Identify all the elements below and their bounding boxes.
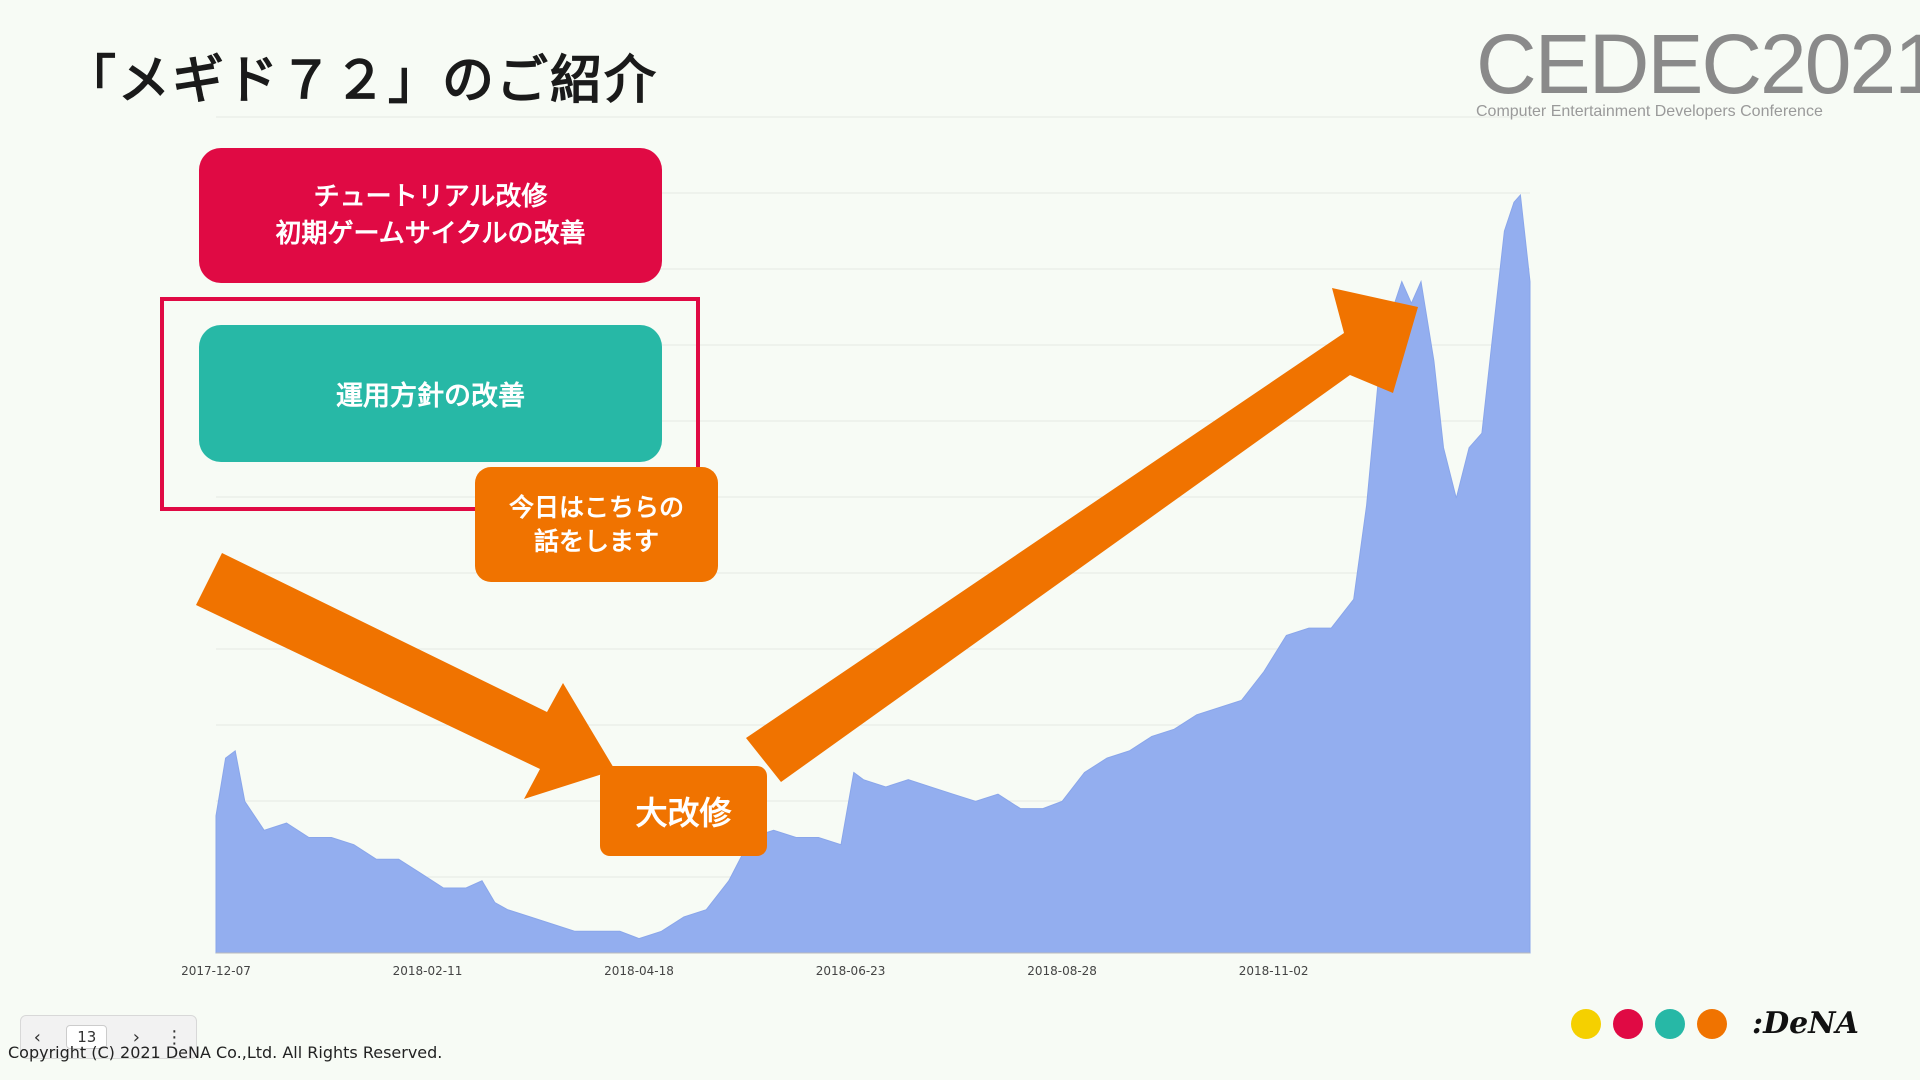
tutorial-improvement-box: チュートリアル改修 初期ゲームサイクルの改善 xyxy=(199,148,662,283)
today-topic-callout: 今日はこちらの 話をします xyxy=(475,467,718,582)
x-axis-ticks: 2017-12-07 2018-02-11 2018-04-18 2018-06-23… xyxy=(181,964,1308,978)
red-box-line2: 初期ゲームサイクルの改善 xyxy=(275,218,586,249)
cedec-logo: CEDEC2021 xyxy=(1476,17,1920,111)
x-tick-label: 2018-06-23 xyxy=(816,964,886,978)
brand-dot-orange xyxy=(1697,1009,1727,1039)
brand-dot-red xyxy=(1613,1009,1643,1039)
cedec-logo-subtitle: Computer Entertainment Developers Confer… xyxy=(1476,103,1823,120)
highlight-frame xyxy=(160,297,700,511)
x-tick-label: 2017-12-07 xyxy=(181,964,251,978)
series-area xyxy=(215,193,1531,954)
operation-policy-box: 運用方針の改善 xyxy=(199,325,662,462)
x-tick-label: 2018-02-11 xyxy=(393,964,463,978)
red-box-line1: チュートリアル改修 xyxy=(313,182,548,213)
dena-logo: :DeNA xyxy=(1752,1006,1859,1041)
callout-line1: 今日はこちらの xyxy=(508,492,684,522)
page-number[interactable]: 13 xyxy=(66,1025,108,1049)
callout-line2: 話をします xyxy=(533,526,659,556)
down-arrow xyxy=(196,553,615,799)
x-tick-label: 2018-08-28 xyxy=(1027,964,1097,978)
x-tick-label: 2018-11-02 xyxy=(1239,964,1309,978)
x-tick-label: 2018-04-18 xyxy=(604,964,674,978)
brand-dot-teal xyxy=(1655,1009,1685,1039)
copyright-text: Copyright (C) 2021 DeNA Co.,Ltd. All Rig… xyxy=(8,1043,443,1062)
vertical-dots-icon[interactable]: ⋮ xyxy=(165,1026,184,1048)
slide-title: 「メギド７２」のご紹介 xyxy=(64,51,659,111)
chevron-right-icon[interactable]: › xyxy=(132,1026,140,1048)
up-arrow xyxy=(746,288,1418,782)
major-renovation-label: 大改修 xyxy=(600,766,767,856)
chevron-left-icon[interactable]: ‹ xyxy=(33,1026,41,1048)
slide-pager: ‹ 13 › ⋮ xyxy=(20,1015,197,1059)
brand-dot-yellow xyxy=(1571,1009,1601,1039)
